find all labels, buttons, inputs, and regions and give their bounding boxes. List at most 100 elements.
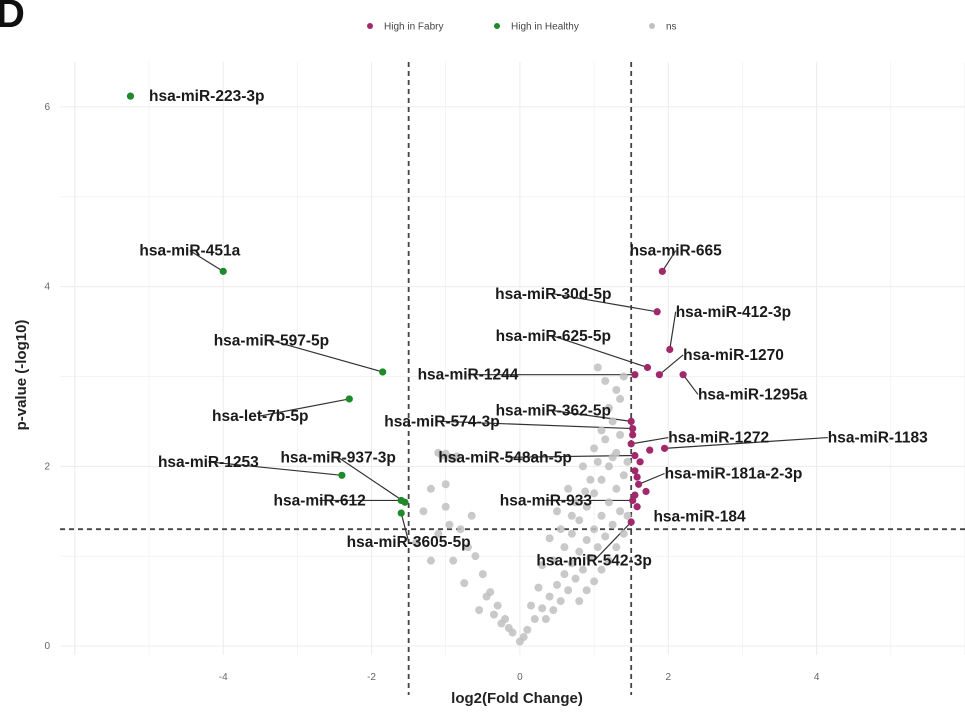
legend-label: ns [666, 22, 677, 33]
ns-point [441, 449, 450, 458]
gene-label: hsa-miR-597-5p [214, 333, 329, 350]
ns-point [578, 565, 587, 574]
ns-point [593, 457, 602, 466]
fabry-point [643, 363, 652, 372]
leader-line [208, 461, 342, 476]
fabry-point [655, 371, 663, 379]
ns-point [538, 561, 547, 570]
ns-point [597, 565, 606, 574]
healthy-point [126, 92, 135, 100]
ns-point [575, 547, 584, 556]
fabry-point [633, 503, 641, 511]
ns-point [590, 489, 599, 498]
ns-point [426, 484, 435, 493]
ns-point [560, 570, 569, 579]
ns-point [482, 592, 491, 601]
ns-point [597, 426, 606, 435]
gene-label: hsa-miR-181a-2-3p [665, 466, 803, 483]
legend: High in Fabry High in Healthy ns [367, 22, 677, 33]
ns-point [619, 372, 628, 381]
fabry-point [631, 467, 639, 475]
ns-point [441, 502, 450, 511]
ns-point [616, 430, 625, 439]
gene-label: hsa-miR-574-3p [384, 413, 499, 430]
ns-point [616, 507, 625, 516]
fabry-point [627, 417, 635, 425]
healthy-point [397, 509, 405, 517]
fabry-point [660, 444, 669, 452]
ns-point [593, 363, 602, 372]
gene-label: hsa-miR-933 [500, 492, 593, 509]
gene-label-layer: hsa-miR-223-3p hsa-miR-451a hsa-miR-597-5p… [139, 88, 928, 570]
ns-point [504, 624, 513, 633]
ns-point [445, 520, 454, 529]
fabry-point [631, 371, 639, 379]
ns-point [471, 552, 480, 561]
ns-point [575, 597, 584, 606]
ns-point [593, 543, 602, 552]
ns-point [523, 625, 532, 634]
ns-point [478, 570, 487, 579]
tick-label-layer: -4 -2 0 2 4 0 2 4 6 [44, 102, 819, 683]
healthy-point [401, 498, 409, 506]
ns-point [527, 601, 536, 610]
fabry-point [679, 371, 687, 379]
ns-point [604, 462, 613, 471]
ns-point [475, 606, 484, 615]
ns-point [541, 615, 550, 624]
y-tick-label: 2 [44, 461, 50, 472]
fabry-point [646, 446, 654, 454]
ns-point [578, 462, 587, 471]
ns-point [590, 577, 599, 586]
gene-label: hsa-miR-1253 [158, 454, 259, 471]
ns-point [612, 484, 621, 493]
leader-line [664, 436, 828, 449]
ns-point [497, 619, 506, 628]
ns-point [590, 525, 599, 534]
ns-point [412, 538, 421, 547]
ns-point [441, 480, 450, 489]
healthy-point [379, 368, 387, 376]
ns-point [623, 511, 632, 520]
leader-line [661, 250, 677, 272]
panel-letter: D [0, 0, 25, 36]
ns-point [426, 556, 435, 565]
gene-label: hsa-miR-1244 [418, 367, 519, 384]
gene-label: hsa-miR-1295a [698, 386, 808, 403]
ns-point [449, 556, 458, 565]
ns-point [601, 435, 610, 444]
ns-point [619, 471, 628, 480]
leader-line [189, 250, 224, 272]
gene-label: hsa-miR-412-3p [676, 304, 791, 321]
ns-point [586, 475, 595, 484]
leader-line [553, 335, 648, 369]
leader-line [682, 374, 699, 395]
x-tick-label: 0 [517, 672, 523, 683]
x-tick-label: 4 [814, 672, 820, 683]
fabry-point [635, 480, 643, 488]
fabry-point [627, 440, 635, 448]
leader-line [260, 398, 350, 417]
ns-point [419, 507, 428, 516]
leader-line [400, 512, 410, 542]
ns-point [601, 376, 610, 385]
gene-label: hsa-miR-223-3p [149, 88, 264, 105]
leader-line [553, 293, 658, 313]
ns-point [582, 535, 591, 544]
ns-point [571, 574, 580, 583]
legend-label: High in Fabry [384, 22, 443, 33]
ns-point [434, 448, 443, 457]
ns-point [538, 604, 547, 613]
fabry-point [653, 308, 661, 316]
ns-point [612, 543, 621, 552]
ns-point [597, 511, 606, 520]
ns-point [571, 498, 580, 507]
healthy-point [338, 471, 346, 479]
legend-swatch [649, 23, 655, 29]
ns-point [608, 520, 617, 529]
gene-label: hsa-miR-1272 [668, 430, 769, 447]
fabry-point [631, 491, 639, 499]
ns-point [581, 487, 590, 496]
